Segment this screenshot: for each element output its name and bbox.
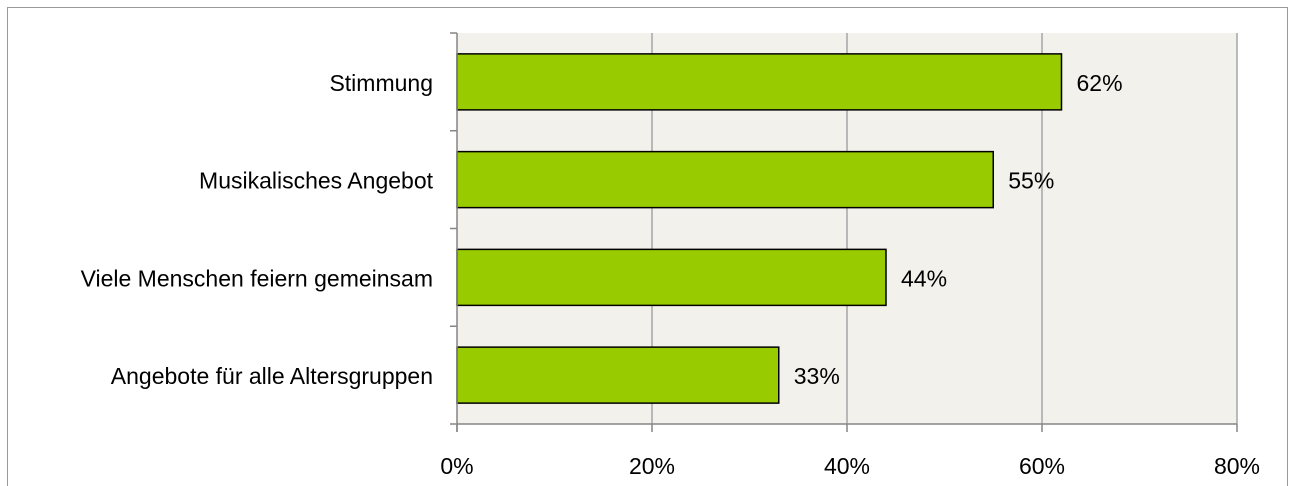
x-tick-label: 60% — [1019, 453, 1065, 479]
x-tick-label: 80% — [1214, 453, 1260, 479]
bar — [456, 53, 1063, 111]
data-label: 33% — [794, 363, 840, 389]
category-label: Musikalisches Angebot — [199, 168, 434, 194]
bar — [456, 248, 887, 307]
category-label: Stimmung — [329, 70, 433, 96]
data-label: 62% — [1077, 70, 1123, 96]
x-tick-label: 40% — [824, 453, 870, 479]
data-label: 55% — [1008, 168, 1054, 194]
x-tick-label: 20% — [629, 453, 675, 479]
category-label: Angebote für alle Altersgruppen — [111, 363, 433, 389]
bar — [456, 346, 780, 404]
x-tick-label: 0% — [440, 453, 473, 479]
data-label: 44% — [901, 265, 947, 291]
bar — [456, 150, 994, 209]
category-label: Viele Menschen feiern gemeinsam — [81, 265, 433, 291]
